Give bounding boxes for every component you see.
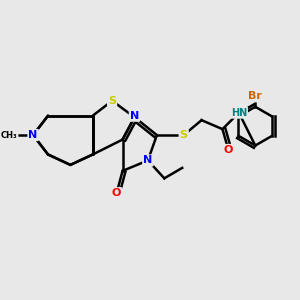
Text: HN: HN [231,108,247,118]
Text: S: S [180,130,188,140]
Text: N: N [28,130,38,140]
Text: N: N [143,155,152,165]
Text: O: O [224,145,233,155]
Text: Br: Br [248,91,262,101]
Text: N: N [130,111,139,121]
Text: O: O [112,188,121,198]
Text: CH₃: CH₃ [1,130,18,140]
Text: S: S [108,96,116,106]
